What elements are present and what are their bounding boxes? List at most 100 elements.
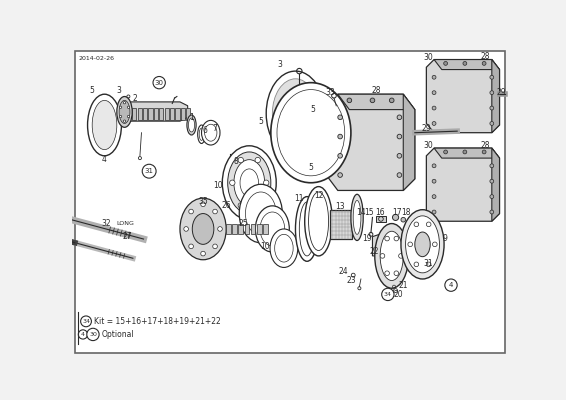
Text: 24: 24 [338,267,348,276]
Ellipse shape [401,210,444,279]
Polygon shape [434,148,500,158]
Text: 2: 2 [133,94,138,102]
Circle shape [127,115,130,118]
Bar [376,216,385,222]
Ellipse shape [228,152,271,214]
Text: 30: 30 [89,332,97,337]
Ellipse shape [199,128,204,140]
Bar [186,108,190,120]
Bar [159,108,164,120]
Text: 32: 32 [101,219,111,228]
Bar [143,108,147,120]
Bar [170,108,174,120]
Ellipse shape [119,100,130,124]
Text: 21: 21 [398,281,408,290]
Circle shape [414,262,419,267]
Circle shape [444,62,448,65]
Text: 8: 8 [233,158,238,166]
Ellipse shape [266,71,325,156]
Circle shape [153,76,165,89]
Circle shape [490,179,494,183]
Circle shape [490,122,494,125]
Text: 5: 5 [258,117,263,126]
Text: 2014-02-26: 2014-02-26 [78,56,114,61]
Ellipse shape [117,96,132,127]
Circle shape [338,115,342,120]
Circle shape [397,115,402,120]
Polygon shape [434,60,500,70]
Ellipse shape [272,79,319,148]
Bar [175,108,179,120]
Text: 20: 20 [394,290,404,299]
Ellipse shape [201,120,220,145]
Circle shape [385,236,389,241]
Circle shape [463,62,467,65]
Text: 1: 1 [189,113,194,122]
Circle shape [213,244,217,249]
Circle shape [482,150,486,154]
Text: 29: 29 [422,124,431,133]
Bar [154,108,158,120]
Circle shape [432,195,436,198]
Polygon shape [426,148,500,221]
Circle shape [338,154,342,158]
Circle shape [463,150,467,154]
Bar [257,224,261,234]
Circle shape [338,134,342,139]
Circle shape [189,244,194,249]
Ellipse shape [222,146,276,220]
Ellipse shape [246,192,276,235]
Ellipse shape [92,100,117,150]
Circle shape [397,173,402,177]
Text: 11: 11 [294,194,304,204]
Text: 5: 5 [308,163,314,172]
Text: 9: 9 [443,234,447,244]
Circle shape [432,122,436,125]
Text: 7: 7 [212,124,217,133]
Bar [238,224,243,234]
Text: 5: 5 [89,86,94,95]
Text: 16: 16 [375,208,385,216]
Circle shape [213,209,217,214]
Circle shape [123,102,126,104]
Polygon shape [403,94,415,190]
Circle shape [394,236,398,241]
Circle shape [482,62,486,65]
Ellipse shape [406,216,439,273]
Circle shape [432,179,436,183]
Ellipse shape [353,200,361,234]
Text: LONG: LONG [117,221,135,226]
Circle shape [264,180,269,186]
Circle shape [397,154,402,158]
Circle shape [490,195,494,198]
Text: 10: 10 [260,242,269,251]
Circle shape [255,203,260,208]
Circle shape [381,288,394,300]
Circle shape [490,75,494,79]
Text: 4: 4 [102,155,107,164]
Circle shape [80,316,92,327]
Text: 28: 28 [481,52,490,61]
Text: 3: 3 [116,86,121,95]
Circle shape [426,222,431,227]
Ellipse shape [198,125,205,144]
Text: 30: 30 [423,141,433,150]
Circle shape [184,227,188,231]
Ellipse shape [255,206,289,252]
Ellipse shape [188,118,195,132]
Text: 17: 17 [392,208,402,216]
Text: 25: 25 [238,219,248,228]
Circle shape [398,254,403,258]
Circle shape [432,210,436,214]
Bar [232,224,237,234]
Text: 33: 33 [325,88,335,97]
Bar [251,224,255,234]
Circle shape [490,106,494,110]
Bar [263,224,268,234]
Ellipse shape [415,232,430,257]
Ellipse shape [180,198,226,260]
Bar [165,108,169,120]
Text: 22: 22 [369,247,379,256]
Circle shape [142,164,156,178]
Circle shape [201,202,205,207]
